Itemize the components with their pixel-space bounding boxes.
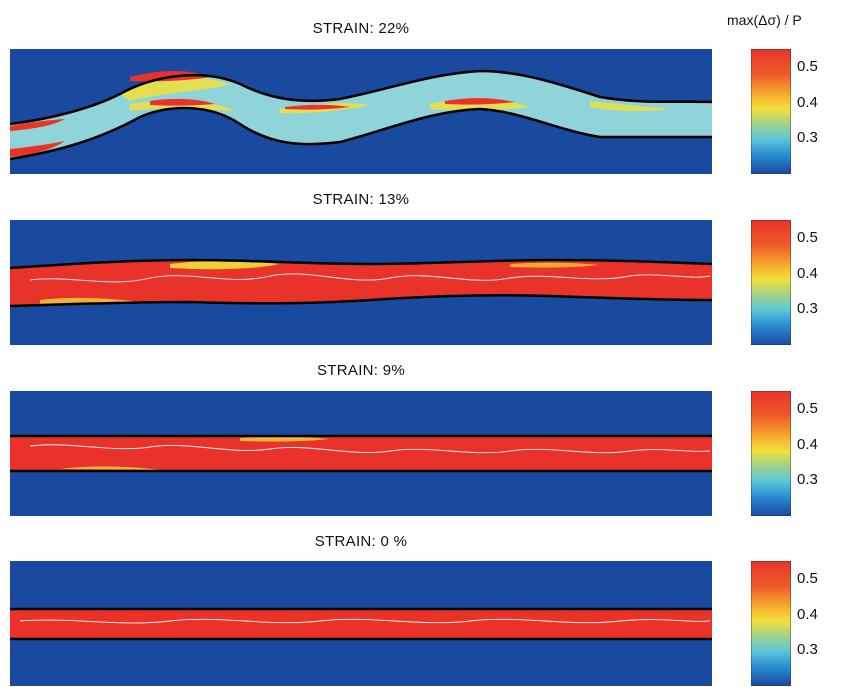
panel-title-strain-13: STRAIN: 13% xyxy=(312,191,410,208)
colorbar-1-tick-label: 0.4 xyxy=(797,93,818,111)
colorbar-4-tick-label: 0.3 xyxy=(797,641,818,659)
hot-spot-3 xyxy=(285,104,350,110)
yellow-patch-1 xyxy=(60,466,160,470)
hot-spot-5 xyxy=(10,119,65,131)
colorbar-2-tick-label: 0.4 xyxy=(797,264,818,282)
stress-contour xyxy=(19,618,711,624)
fiber-upper-edge xyxy=(10,258,712,270)
colorbar-2-tick-label: 0.3 xyxy=(797,300,818,318)
hot-spot-2 xyxy=(150,98,215,106)
hot-spot-6 xyxy=(10,141,65,157)
panel-title-strain-9: STRAIN: 9% xyxy=(316,362,406,379)
colorbar-3 xyxy=(751,391,791,516)
heatmap-strain-0 xyxy=(10,561,712,686)
colorbar-1-tick-label: 0.3 xyxy=(797,129,818,147)
heatmap-strain-13 xyxy=(10,220,712,345)
panel-title-strain-22: STRAIN: 22% xyxy=(312,20,410,37)
heatmap-strain-9 xyxy=(10,391,712,516)
fiber-lower-edge xyxy=(10,106,712,161)
yellow-patch-3 xyxy=(510,262,600,268)
colorbar-2 xyxy=(751,220,791,345)
stress-contour xyxy=(29,444,711,454)
stress-contour xyxy=(29,273,711,283)
colorbar-4-tick-label: 0.4 xyxy=(797,605,818,623)
colorbar-1-tick-label: 0.5 xyxy=(797,57,818,75)
hot-spot-4 xyxy=(445,98,515,105)
colorbar-1 xyxy=(751,49,791,174)
fiber-lower-edge xyxy=(10,293,712,308)
fiber-band xyxy=(10,609,712,639)
yellow-patch-1 xyxy=(170,261,280,270)
colorbar-title: max(Δσ) / P xyxy=(727,12,802,28)
colorbar-4 xyxy=(751,561,791,686)
colorbar-3-tick-label: 0.4 xyxy=(797,435,818,453)
colorbar-2-tick-label: 0.5 xyxy=(797,228,818,246)
inner-yellow-band-5 xyxy=(590,101,670,112)
fiber-band xyxy=(10,436,712,471)
colorbar-4-tick-label: 0.5 xyxy=(797,569,818,587)
fiber-band xyxy=(10,71,712,159)
heatmap-strain-22 xyxy=(10,49,712,174)
colorbar-3-tick-label: 0.5 xyxy=(797,399,818,417)
panel-title-strain-0: STRAIN: 0 % xyxy=(314,533,408,550)
yellow-patch-2 xyxy=(240,436,330,442)
colorbar-3-tick-label: 0.3 xyxy=(797,471,818,489)
fiber-upper-edge xyxy=(10,69,712,126)
